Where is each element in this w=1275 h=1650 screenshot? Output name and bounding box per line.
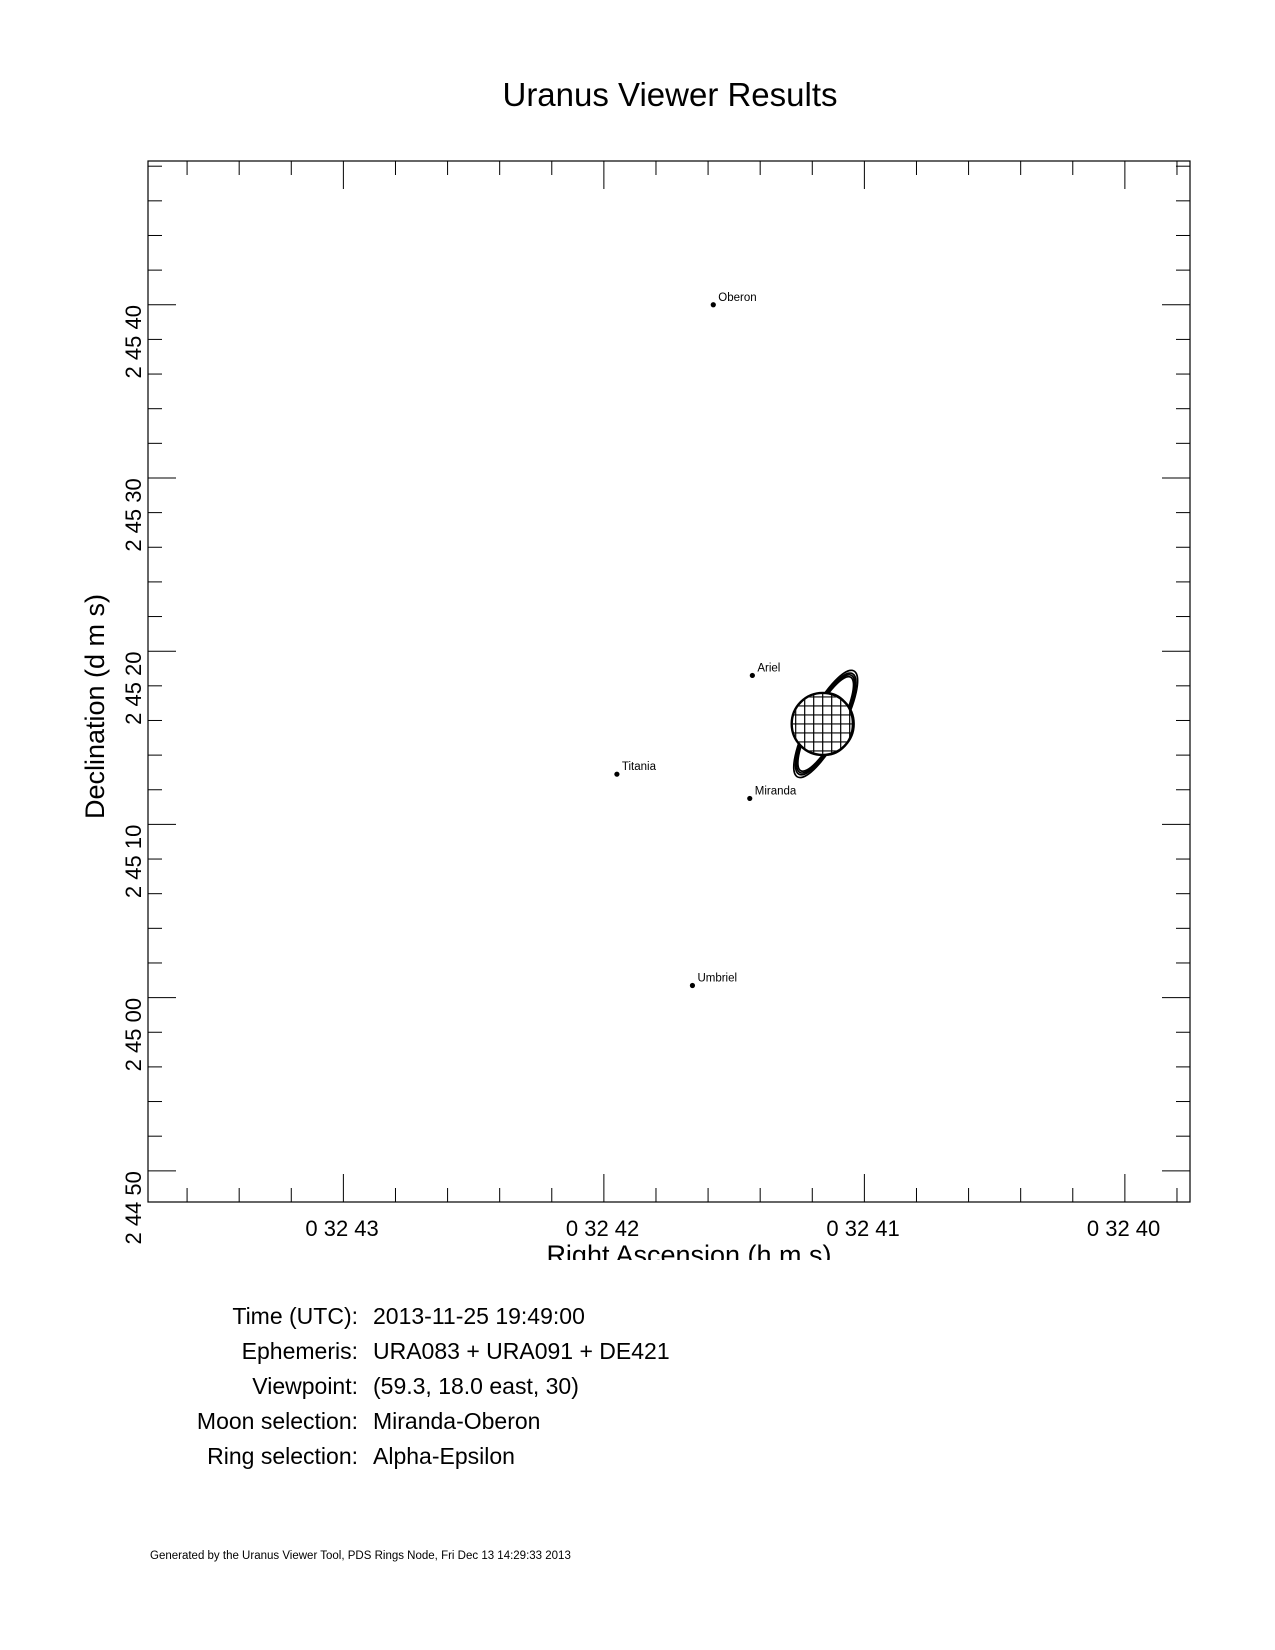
moon-point (614, 771, 620, 777)
page-title: Uranus Viewer Results (502, 76, 838, 113)
moon-label: Umbriel (697, 972, 737, 984)
info-value: (59.3, 18.0 east, 30) (373, 1373, 579, 1399)
info-row-time: Time (UTC): 2013-11-25 19:49:00 (0, 1303, 1275, 1338)
x-tick-label: 0 32 41 (826, 1216, 899, 1241)
footer-note: Generated by the Uranus Viewer Tool, PDS… (150, 1550, 571, 1562)
moon-label: Ariel (757, 662, 780, 674)
observation-info: Time (UTC): 2013-11-25 19:49:00 Ephemeri… (0, 1303, 1275, 1478)
moon-point (689, 982, 696, 989)
x-tick-label: 0 32 40 (1087, 1216, 1160, 1241)
info-row-moon-selection: Moon selection: Miranda-Oberon (0, 1408, 1275, 1443)
x-axis-title: Right Ascension (h m s) (546, 1240, 831, 1260)
x-tick-label: 0 32 43 (305, 1216, 378, 1241)
y-tick-label: 2 45 10 (121, 825, 146, 898)
info-label: Viewpoint: (252, 1373, 358, 1399)
moon-point (747, 795, 753, 802)
moon-point (710, 302, 716, 308)
info-row-viewpoint: Viewpoint: (59.3, 18.0 east, 30) (0, 1373, 1275, 1408)
moon-point (749, 672, 755, 679)
info-value: Alpha-Epsilon (373, 1443, 515, 1469)
moon-label: Titania (622, 761, 657, 773)
y-tick-label: 2 45 40 (121, 305, 146, 378)
info-value: Miranda-Oberon (373, 1408, 541, 1434)
info-value: URA083 + URA091 + DE421 (373, 1338, 670, 1364)
y-tick-label: 2 45 30 (121, 478, 146, 551)
planet-limb (825, 691, 854, 756)
plot-frame (147, 160, 1191, 1203)
info-label: Moon selection: (196, 1408, 358, 1434)
info-label: Ephemeris: (241, 1338, 358, 1364)
moon-label: Oberon (718, 292, 756, 304)
y-tick-label: 2 44 50 (121, 1171, 146, 1244)
moon-label: Miranda (755, 785, 797, 797)
sky-chart: 0 32 43 0 32 42 0 32 41 0 32 40 2 44 50 2 45 … (80, 160, 1191, 1260)
info-value: 2013-11-25 19:49:00 (373, 1303, 585, 1329)
y-axis-title: Declination (d m s) (80, 594, 110, 819)
info-label: Ring selection: (207, 1443, 358, 1469)
planet-uranus (790, 669, 859, 779)
info-row-ephemeris: Ephemeris: URA083 + URA091 + DE421 (0, 1338, 1275, 1373)
y-tick-label: 2 45 00 (121, 998, 146, 1071)
info-label: Time (UTC): (232, 1303, 358, 1329)
info-row-ring-selection: Ring selection: Alpha-Epsilon (0, 1443, 1275, 1478)
y-tick-label: 2 45 20 (121, 651, 146, 724)
x-tick-label: 0 32 42 (566, 1216, 639, 1241)
